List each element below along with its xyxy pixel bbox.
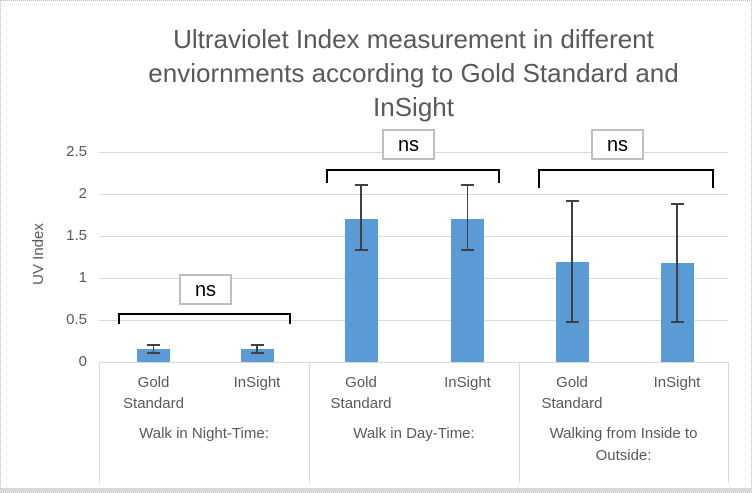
error-bar-cap <box>147 352 160 355</box>
category-separator <box>99 362 100 483</box>
gridline <box>99 277 728 279</box>
gridline <box>99 235 728 237</box>
chart-bottom-border <box>1 488 751 492</box>
category-label: InSight <box>653 374 701 391</box>
chart-title-line: Ultraviolet Index measurement in differe… <box>173 24 654 54</box>
error-bar-cap <box>565 321 579 324</box>
error-bar-cap <box>250 344 264 347</box>
gridline <box>99 319 728 321</box>
error-bar-cap <box>670 321 684 324</box>
y-tick-label: 2 <box>78 184 87 202</box>
significance-bracket <box>118 312 291 315</box>
error-bar-cap <box>354 184 368 187</box>
error-bar-cap <box>250 352 264 355</box>
chart-title-line: enviornments according to Gold Standard … <box>148 58 679 88</box>
category-label: Gold Standard <box>123 374 184 412</box>
error-bar-cap <box>670 202 684 205</box>
significance-bracket-tick <box>498 168 500 183</box>
y-tick-label: 0 <box>78 353 87 370</box>
y-tick-label: 0.5 <box>66 310 87 328</box>
ns-label-box: ns <box>179 273 232 305</box>
chart-title-line: InSight <box>373 92 454 122</box>
error-bar-cap <box>461 248 474 251</box>
chart-title: Ultraviolet Index measurement in differe… <box>99 22 728 124</box>
error-bar-stem <box>676 202 678 324</box>
category-label: Gold Standard <box>330 374 392 412</box>
category-label: InSight <box>444 374 491 391</box>
significance-bracket-tick <box>538 168 540 188</box>
y-tick-label: 2.5 <box>66 142 87 160</box>
error-bar-cap <box>461 184 474 187</box>
bar <box>240 349 274 362</box>
error-bar-cap <box>147 344 160 347</box>
significance-bracket-tick <box>289 312 291 324</box>
gridline <box>99 193 728 195</box>
group-label: Walking from Inside to Outside: <box>549 425 698 464</box>
error-bar-stem <box>360 184 362 251</box>
group-label: Walk in Day-Time: <box>353 425 475 442</box>
y-tick-label: 1.5 <box>66 226 87 244</box>
category-separator <box>309 362 310 483</box>
ns-label-box: ns <box>591 129 644 160</box>
significance-bracket-tick <box>118 312 120 324</box>
group-label: Walk in Night-Time: <box>139 425 269 442</box>
ns-label-box: ns <box>382 129 435 160</box>
y-tick-label: 1 <box>78 268 87 286</box>
error-bar-stem <box>571 200 573 324</box>
category-label: InSight <box>233 374 281 391</box>
error-bar-stem <box>256 344 258 355</box>
error-bar-stem <box>152 344 155 355</box>
gridline <box>99 362 728 363</box>
error-bar-cap <box>565 200 579 203</box>
significance-bracket-tick <box>326 168 328 183</box>
category-separator <box>519 362 520 483</box>
category-label: Gold Standard <box>541 374 603 412</box>
error-bar-cap <box>354 248 368 251</box>
bar <box>137 349 170 362</box>
significance-bracket <box>326 168 500 171</box>
significance-bracket-tick <box>712 168 714 188</box>
category-separator <box>728 362 729 483</box>
error-bar-stem <box>466 184 469 251</box>
significance-bracket <box>538 168 714 171</box>
